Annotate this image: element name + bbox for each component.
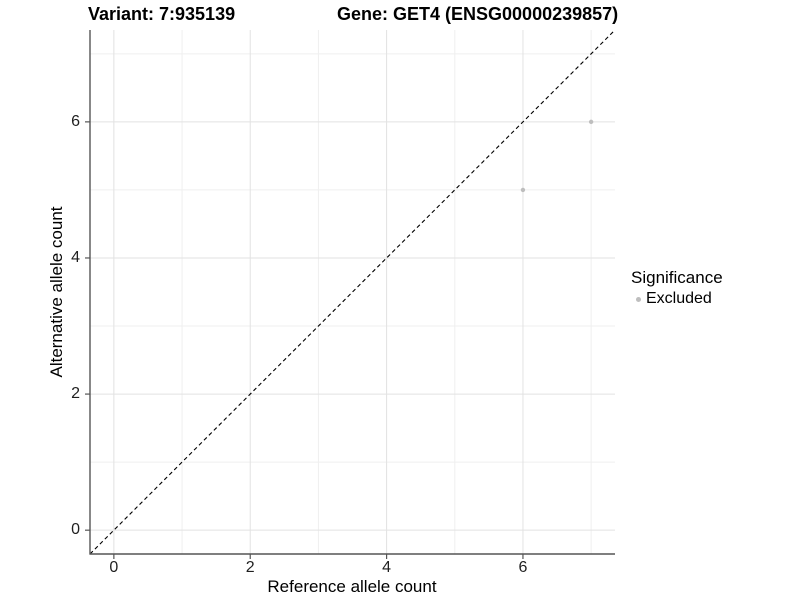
y-tick-label: 6 <box>71 112 80 130</box>
x-tick-label: 6 <box>518 559 528 576</box>
identity-dashed-line <box>89 29 616 555</box>
y-tick-label: 4 <box>71 248 80 266</box>
legend-point-icon <box>636 296 641 302</box>
x-tick-label: 4 <box>382 559 392 576</box>
x-tick-label: 2 <box>245 559 255 576</box>
x-axis-title: Reference allele count <box>267 577 437 596</box>
plot-title-variant: Variant: 7:935139 <box>88 4 236 24</box>
y-tick-label: 0 <box>71 521 80 539</box>
plot-title-gene: Gene: GET4 (ENSG00000239857) <box>337 4 619 24</box>
legend: Significance Excluded <box>631 268 723 308</box>
legend-item-excluded: Excluded <box>636 290 723 308</box>
data-point-excluded <box>520 187 526 193</box>
x-tick-label: 0 <box>109 559 119 576</box>
data-point-excluded <box>588 119 594 125</box>
y-axis-title: Alternative allele count <box>47 206 66 378</box>
legend-item-label: Excluded <box>646 290 712 307</box>
y-tick-label: 2 <box>71 385 80 403</box>
legend-title: Significance <box>631 268 723 287</box>
